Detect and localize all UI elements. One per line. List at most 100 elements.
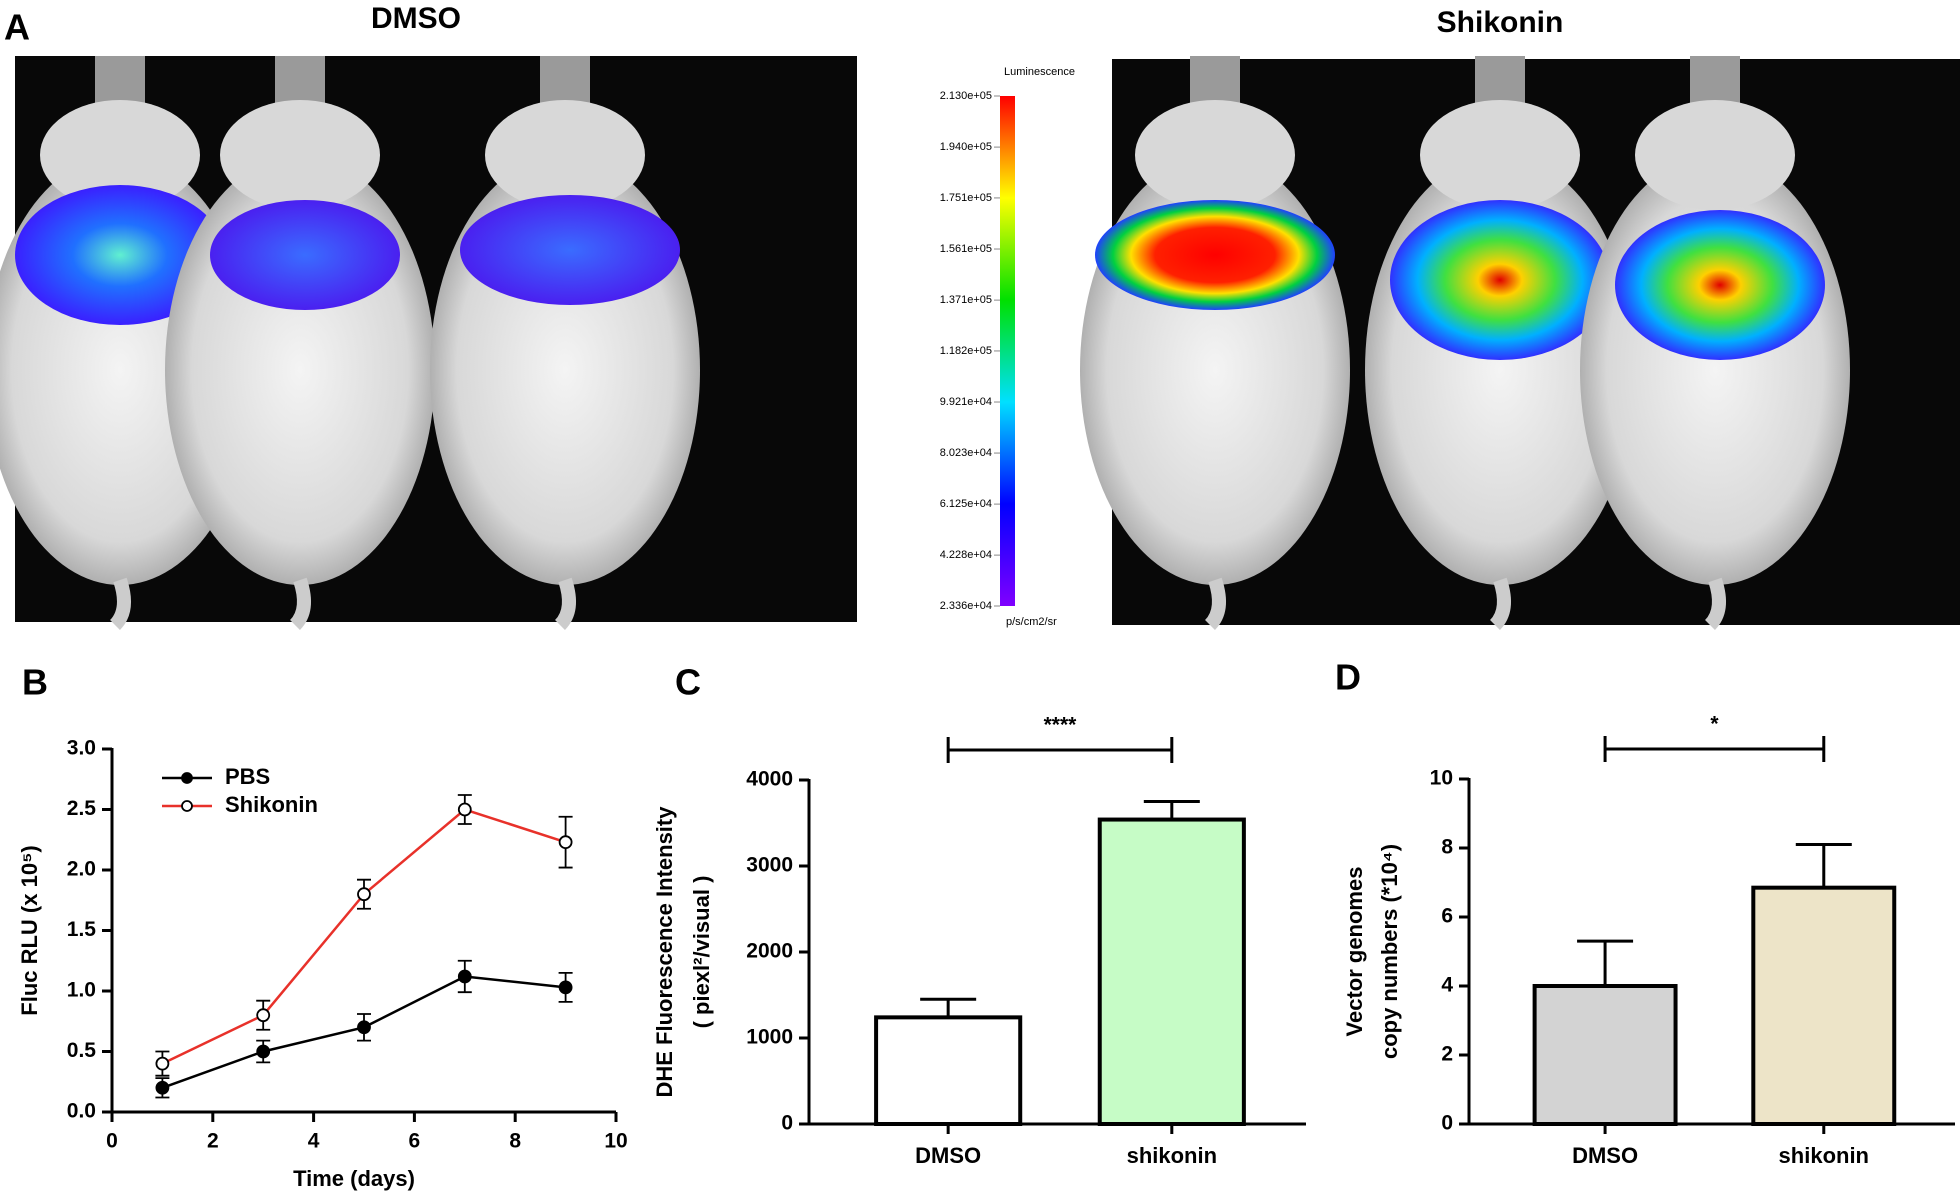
error-bar <box>1795 843 1852 888</box>
x-tick-label: 4 <box>308 1130 320 1153</box>
y-tick-label: 2 <box>1441 1043 1453 1066</box>
mouse-head <box>220 100 380 210</box>
y-tick-label: 0 <box>1441 1112 1453 1135</box>
y-tick-label: 2000 <box>746 940 793 963</box>
colorbar-tick-label: 2.130e+05 <box>940 90 992 102</box>
bar <box>1751 885 1897 1126</box>
bar <box>1097 817 1246 1126</box>
marker <box>558 980 573 995</box>
mouse-tail <box>1489 577 1511 630</box>
error-bar <box>1577 939 1634 986</box>
colorbar-tick-label: 1.182e+05 <box>940 345 992 357</box>
mouse-head <box>1635 100 1795 210</box>
colorbar-tick-label: 1.940e+05 <box>940 141 992 153</box>
y-tick-label: 6 <box>1441 905 1453 928</box>
significance-bracket <box>946 737 1174 763</box>
luminescence <box>15 185 225 325</box>
colorbar <box>1000 96 1015 606</box>
colorbar-title: Luminescence <box>1004 66 1075 78</box>
significance-bracket <box>1603 736 1826 762</box>
luminescence <box>210 200 400 310</box>
x-tick-label: 8 <box>509 1130 521 1153</box>
mouse-tail <box>289 577 311 630</box>
legend-marker <box>181 800 193 812</box>
x-axis-label: Time (days) <box>293 1166 415 1191</box>
mouse-head <box>1135 100 1295 210</box>
marker <box>457 969 472 984</box>
x-tick-label: shikonin <box>1779 1143 1869 1168</box>
colorbar-unit: p/s/cm2/sr <box>1006 616 1057 628</box>
y-tick-label: 0.5 <box>67 1039 97 1062</box>
x-tick-label: 2 <box>207 1130 219 1153</box>
y-tick-label: 3.0 <box>67 737 96 760</box>
significance-label: * <box>1710 713 1719 736</box>
mouse-head <box>40 100 200 210</box>
colorbar-tick-label: 1.371e+05 <box>940 294 992 306</box>
mouse-tail <box>1704 577 1726 630</box>
error-bar <box>1143 800 1200 820</box>
mouse-tail <box>109 577 131 630</box>
mouse-tail <box>1204 577 1226 630</box>
legend-label: PBS <box>225 764 270 789</box>
bar <box>1532 984 1678 1126</box>
y-axis-label: ( piexl²/visual ) <box>689 876 714 1029</box>
panel-label: A <box>4 7 30 48</box>
marker <box>155 1056 170 1071</box>
marker <box>256 1044 271 1059</box>
colorbar-tick-label: 1.751e+05 <box>940 192 992 204</box>
bar <box>874 1015 1023 1126</box>
y-axis-label: DHE Fluorescence Intensity <box>652 806 677 1098</box>
colorbar-tick-label: 1.561e+05 <box>940 243 992 255</box>
y-tick-label: 2.5 <box>67 797 97 820</box>
y-tick-label: 0 <box>781 1112 793 1135</box>
y-axis-label: Vector genomes <box>1342 867 1367 1037</box>
colorbar-tick-label: 4.228e+04 <box>940 549 992 561</box>
y-tick-label: 1.0 <box>67 979 96 1002</box>
marker <box>155 1080 170 1095</box>
x-tick-label: 0 <box>106 1130 118 1153</box>
marker <box>357 887 371 902</box>
photo-panel <box>0 56 1960 630</box>
luminescence <box>1615 210 1825 360</box>
error-bar <box>920 997 977 1018</box>
y-axis-label: copy numbers (*10⁴) <box>1377 844 1402 1059</box>
colorbar-tick-label: 6.125e+04 <box>940 498 992 510</box>
marker <box>457 802 472 817</box>
marker <box>256 1008 271 1023</box>
legend-label: Shikonin <box>225 792 318 817</box>
luminescence <box>1390 200 1610 360</box>
panel-label: D <box>1335 657 1361 698</box>
colorbar-tick-label: 2.336e+04 <box>940 600 992 612</box>
y-tick-label: 4000 <box>746 768 793 791</box>
x-tick-label: 6 <box>409 1130 421 1153</box>
mouse-head <box>1420 100 1580 210</box>
legend-marker <box>181 772 193 784</box>
colorbar-tick-label: 9.921e+04 <box>940 396 992 408</box>
luminescence <box>1095 200 1335 310</box>
marker <box>558 835 573 850</box>
y-tick-label: 1000 <box>746 1026 793 1049</box>
x-tick-label: DMSO <box>915 1143 981 1168</box>
group-title: DMSO <box>371 2 461 35</box>
x-tick-label: DMSO <box>1572 1143 1638 1168</box>
y-tick-label: 3000 <box>746 854 793 877</box>
y-tick-label: 2.0 <box>67 858 96 881</box>
x-tick-label: shikonin <box>1127 1143 1217 1168</box>
y-tick-label: 0.0 <box>67 1100 96 1123</box>
x-tick-label: 10 <box>604 1130 627 1153</box>
mouse-head <box>485 100 645 210</box>
colorbar-tick-label: 8.023e+04 <box>940 447 992 459</box>
y-axis-label: Fluc RLU (x 10⁵) <box>17 845 42 1015</box>
y-tick-label: 4 <box>1441 974 1453 997</box>
mouse-tail <box>554 577 576 630</box>
significance-label: **** <box>1044 714 1078 737</box>
marker <box>357 1020 371 1035</box>
panel-label: B <box>22 662 48 703</box>
luminescence <box>460 195 680 305</box>
group-title: Shikonin <box>1437 6 1564 39</box>
y-tick-label: 8 <box>1441 836 1453 859</box>
panel-label: C <box>675 662 701 703</box>
y-tick-label: 10 <box>1430 767 1453 790</box>
y-tick-label: 1.5 <box>67 918 97 941</box>
